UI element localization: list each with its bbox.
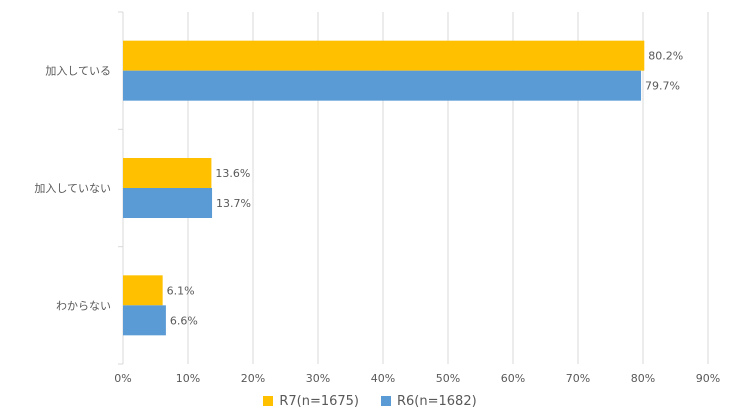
x-tick-label: 90% — [696, 372, 720, 385]
x-tick-label: 10% — [176, 372, 200, 385]
bar — [123, 70, 642, 101]
legend-label-r7: R7(n=1675) — [279, 393, 359, 409]
bar — [123, 275, 163, 306]
x-tick-label: 70% — [566, 372, 590, 385]
x-tick-label: 50% — [436, 372, 460, 385]
legend-label-r6: R6(n=1682) — [397, 393, 477, 409]
legend-item-r7: R7(n=1675) — [263, 394, 359, 409]
x-tick-label: 30% — [306, 372, 330, 385]
x-tick-label: 60% — [501, 372, 525, 385]
data-label: 79.7% — [645, 80, 680, 93]
bar — [123, 188, 213, 218]
x-tick-label: 40% — [371, 372, 395, 385]
legend: R7(n=1675) R6(n=1682) — [0, 391, 740, 411]
x-tick-label: 20% — [241, 372, 265, 385]
x-tick-label: 80% — [631, 372, 655, 385]
data-label: 80.2% — [648, 50, 683, 63]
data-label: 6.1% — [167, 284, 195, 297]
legend-swatch-r6 — [381, 396, 391, 406]
bar — [123, 40, 645, 71]
data-label: 13.6% — [215, 167, 250, 180]
legend-swatch-r7 — [263, 396, 274, 406]
data-label: 13.7% — [216, 197, 251, 210]
data-label: 6.6% — [170, 314, 198, 327]
bars — [123, 40, 645, 336]
x-tick-labels: 0% 10% 20% 30% 40% 50% 60% 70% 80% 90% — [114, 372, 720, 385]
x-tick-label: 0% — [114, 372, 131, 385]
data-labels: 80.2% 79.7% 13.6% 13.7% 6.1% 6.6% — [167, 50, 684, 328]
category-axis — [118, 11, 124, 365]
legend-item-r6: R6(n=1682) — [381, 394, 477, 409]
category-label: わからない — [56, 299, 111, 312]
category-label: 加入していない — [34, 182, 111, 195]
bar — [123, 158, 212, 188]
bar — [123, 305, 166, 336]
category-label: 加入している — [45, 65, 111, 78]
